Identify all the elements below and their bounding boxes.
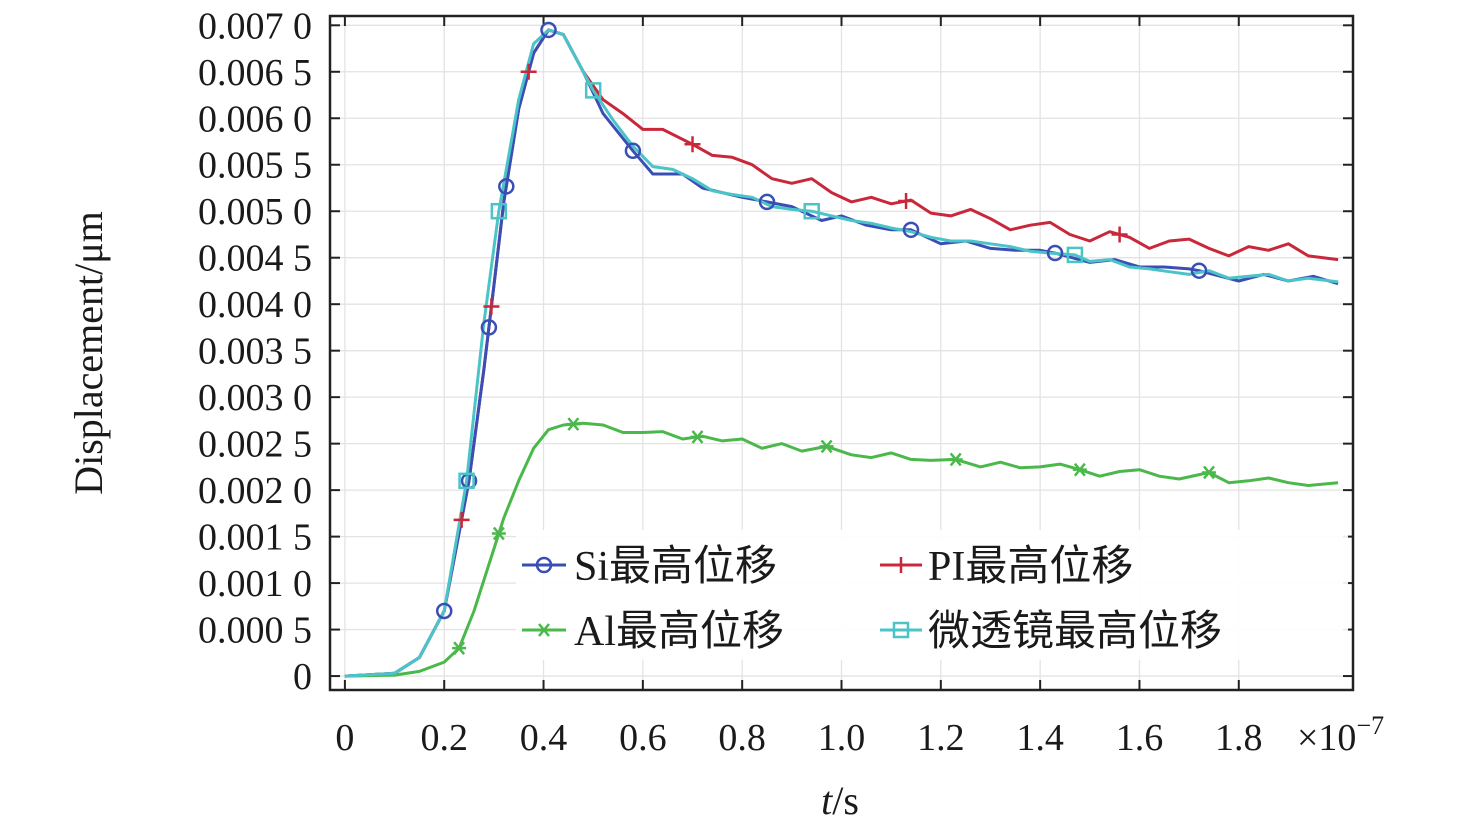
x-axis-multiplier-base: ×10 [1297, 717, 1356, 759]
data-marker [690, 430, 705, 444]
x-axis-title-symbol: t [821, 778, 833, 823]
legend-label-pi: PI最高位移 [928, 543, 1133, 590]
legend-label-al: Al最高位移 [574, 608, 784, 655]
x-tick-label: 1.0 [818, 717, 866, 759]
x-tick-label: 0.2 [420, 717, 468, 759]
y-tick-label: 0.003 0 [198, 377, 312, 419]
data-marker [1201, 465, 1216, 480]
legend-item-si: Si最高位移 [522, 543, 777, 590]
x-tick-label: 1.6 [1116, 717, 1164, 759]
data-marker [584, 82, 602, 99]
data-marker [1190, 262, 1208, 279]
data-marker [1046, 244, 1064, 262]
legend: Si最高位移 PI最高位移 Al最高位移 微透镜最高位移 [516, 530, 1348, 660]
data-marker [1072, 462, 1087, 477]
legend-box [516, 530, 1348, 660]
x-axis-multiplier-exponent: −7 [1356, 711, 1384, 740]
data-marker [483, 298, 500, 315]
x-tick-label: 0 [335, 717, 354, 759]
data-marker [490, 202, 508, 220]
y-tick-label: 0.004 5 [198, 238, 312, 280]
legend-marker-al [537, 623, 551, 637]
x-tick-label: 0.8 [718, 717, 766, 759]
x-axis-title: t/s [821, 778, 859, 823]
x-tick-label: 1.4 [1016, 717, 1064, 759]
x-tick-label: 0.6 [619, 717, 667, 759]
y-tick-label: 0.001 0 [198, 563, 312, 605]
x-axis-multiplier: ×10−7 [1297, 711, 1384, 759]
x-tick-label: 0.4 [520, 717, 568, 759]
axis-ticks: 0 0.2 0.4 0.6 0.8 1.0 1.2 1.4 1.6 1.800.000 50.00… [198, 5, 1353, 759]
y-axis-title: Displacement/μm [66, 211, 111, 495]
legend-marker-shape [893, 557, 909, 573]
data-marker [480, 319, 498, 336]
legend-marker-pi [893, 557, 909, 573]
legend-item-pi: PI最高位移 [880, 543, 1133, 590]
data-marker [458, 472, 475, 490]
x-axis-title-unit: /s [832, 778, 859, 823]
data-marker [803, 202, 820, 220]
legend-item-microlens: 微透镜最高位移 [880, 608, 1222, 655]
data-marker [498, 178, 515, 195]
y-tick-label: 0.005 0 [198, 191, 312, 233]
legend-marker-si [535, 556, 553, 574]
y-tick-label: 0.005 5 [198, 145, 312, 187]
y-tick-label: 0.001 5 [198, 517, 312, 559]
data-marker [898, 193, 915, 210]
data-marker [520, 63, 537, 80]
series-markers [435, 21, 1216, 655]
y-tick-label: 0.006 5 [198, 52, 312, 94]
legend-label-microlens: 微透镜最高位移 [928, 608, 1222, 655]
data-marker [819, 439, 834, 454]
y-tick-label: 0.006 0 [198, 98, 312, 140]
legend-marker-shape [535, 556, 553, 574]
series-line-3 [344, 28, 1339, 678]
y-tick-label: 0.004 0 [198, 284, 312, 326]
legend-marker-shape [892, 621, 910, 639]
series-line-0 [344, 28, 1339, 678]
y-tick-label: 0.000 5 [198, 610, 312, 652]
legend-label-si: Si最高位移 [574, 543, 777, 590]
y-tick-label: 0.007 0 [198, 5, 312, 47]
data-marker [1111, 226, 1128, 243]
data-marker [566, 417, 581, 431]
legend-marker-shape [537, 623, 551, 637]
data-marker [902, 221, 920, 239]
y-tick-label: 0 [293, 656, 312, 698]
y-tick-label: 0.002 5 [198, 424, 312, 466]
y-tick-label: 0.002 0 [198, 470, 312, 512]
data-marker [624, 142, 642, 160]
data-marker [684, 136, 701, 153]
legend-marker-microlens [892, 621, 910, 639]
x-tick-label: 1.2 [917, 717, 965, 759]
legend-item-al: Al最高位移 [522, 608, 784, 655]
data-marker [452, 641, 467, 655]
data-marker [758, 193, 776, 211]
data-marker [948, 452, 963, 467]
data-marker [435, 602, 453, 620]
data-marker [491, 526, 506, 541]
data-marker [540, 21, 557, 39]
x-tick-label: 1.8 [1215, 717, 1263, 759]
data-marker [1066, 246, 1084, 264]
data-marker [453, 511, 470, 528]
y-tick-label: 0.003 5 [198, 331, 312, 373]
